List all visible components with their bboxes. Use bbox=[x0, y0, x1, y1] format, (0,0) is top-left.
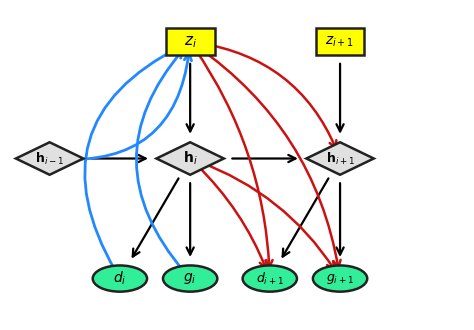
Polygon shape bbox=[306, 142, 374, 175]
Text: $\mathbf{h}_{i-1}$: $\mathbf{h}_{i-1}$ bbox=[35, 150, 64, 167]
Text: $d_i$: $d_i$ bbox=[113, 270, 127, 287]
Text: $\mathbf{h}_{i+1}$: $\mathbf{h}_{i+1}$ bbox=[326, 150, 355, 167]
Ellipse shape bbox=[243, 265, 297, 292]
Text: $z_{i+1}$: $z_{i+1}$ bbox=[326, 35, 355, 49]
Polygon shape bbox=[16, 142, 83, 175]
Bar bbox=[166, 28, 215, 55]
Text: $z_i$: $z_i$ bbox=[184, 34, 197, 49]
Ellipse shape bbox=[93, 265, 147, 292]
Ellipse shape bbox=[163, 265, 217, 292]
Text: $g_i$: $g_i$ bbox=[183, 271, 197, 286]
Polygon shape bbox=[156, 142, 224, 175]
Bar bbox=[316, 28, 365, 55]
Text: $d_{i+1}$: $d_{i+1}$ bbox=[256, 271, 284, 287]
Text: $\mathbf{h}_i$: $\mathbf{h}_i$ bbox=[183, 150, 198, 167]
Ellipse shape bbox=[313, 265, 367, 292]
Text: $g_{i+1}$: $g_{i+1}$ bbox=[326, 272, 354, 285]
